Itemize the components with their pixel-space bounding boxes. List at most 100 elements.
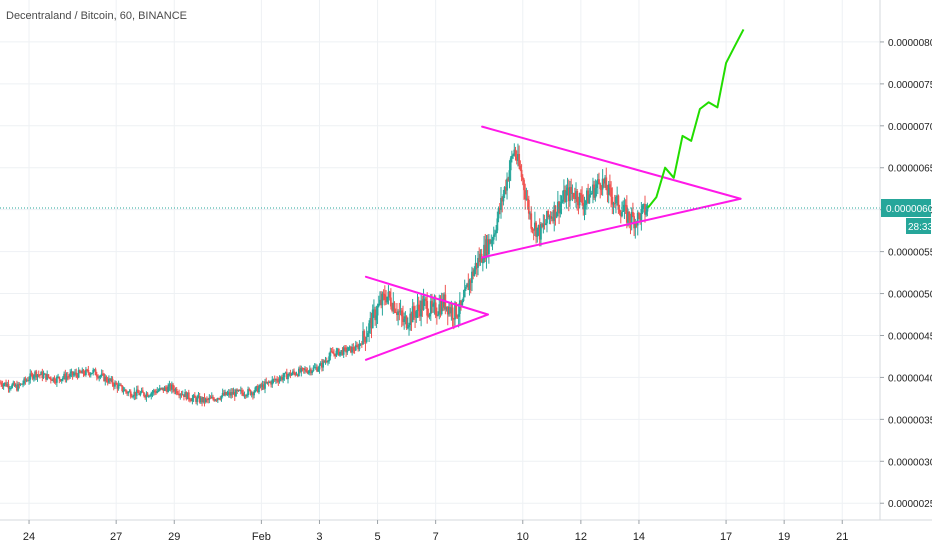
candle-body [521, 177, 524, 180]
candle-body [533, 222, 536, 231]
candle-body [245, 395, 248, 397]
candle-body [438, 304, 441, 315]
candle-body [81, 369, 84, 374]
candle-body [477, 257, 479, 268]
candle-body [288, 372, 291, 376]
price-tag-box [881, 199, 931, 217]
candle-body [376, 306, 379, 316]
candle-body [460, 300, 462, 306]
countdown-box [906, 218, 931, 234]
candle-body [646, 205, 649, 212]
candle-body [320, 363, 323, 368]
candle-body [547, 210, 550, 218]
candle-body [575, 191, 577, 199]
candle-body [64, 373, 67, 380]
price-tick-label: 0.00000550 [888, 248, 932, 259]
price-tick-label: 0.00000350 [888, 415, 932, 426]
candle-body [548, 216, 551, 218]
candle-body [628, 211, 631, 221]
candle-body [163, 387, 166, 391]
candle-body [100, 373, 103, 376]
candle-body [173, 389, 176, 392]
candle-body [175, 389, 178, 394]
candle-body [250, 392, 253, 395]
candle-body [556, 201, 559, 213]
candle-body [135, 389, 138, 396]
candle-body [468, 280, 471, 291]
candle-body [526, 198, 529, 200]
candle-body [222, 392, 225, 396]
candle-body [129, 391, 132, 397]
candle-body [12, 382, 15, 385]
candle-body [448, 306, 450, 315]
candle-body [382, 293, 385, 295]
candle-body [504, 187, 507, 191]
candle-body [334, 353, 337, 357]
candle-body [489, 239, 491, 244]
candle-body [304, 369, 306, 371]
candle-body [97, 376, 99, 379]
candle-body [235, 389, 237, 397]
candle-body [306, 371, 309, 374]
candle-body [550, 216, 553, 219]
candle-body [346, 350, 349, 353]
candle-body [595, 184, 598, 188]
candle-body [151, 392, 154, 394]
candle-body [91, 372, 93, 374]
candle-body [451, 307, 454, 319]
candle-body [39, 374, 41, 376]
candle-body [144, 395, 147, 398]
candle-body [69, 373, 72, 377]
candle-body [57, 376, 59, 378]
candle-body [507, 178, 510, 181]
candle-body [65, 376, 68, 380]
candle-body [635, 221, 638, 226]
candle-body [429, 301, 432, 315]
candle-body [491, 239, 494, 241]
candle-body [131, 396, 133, 398]
candle-body [279, 376, 282, 379]
price-axis[interactable]: 0.00000800 0.00000750 0.00000700 0.00000650… [880, 38, 932, 510]
candle-body [343, 347, 346, 349]
candle-body [105, 376, 108, 382]
candle-body [456, 316, 459, 318]
candle-body [233, 392, 236, 397]
candle-body [26, 380, 29, 382]
candle-body [242, 392, 245, 396]
candle-body [275, 379, 277, 381]
candle-body [586, 190, 588, 201]
projection-line [646, 28, 745, 209]
candle-body [104, 376, 107, 382]
candle-body [293, 371, 295, 373]
candle-body [214, 399, 217, 401]
price-tick-label: 0.00000500 [888, 290, 932, 301]
candle-body [273, 379, 276, 381]
candle-body [284, 372, 287, 374]
candle-body [576, 191, 579, 202]
candle-body [495, 230, 498, 234]
price-tick-label: 0.00000700 [888, 122, 932, 133]
candle-body [463, 289, 466, 298]
candle-body [325, 360, 328, 362]
candle-body [277, 380, 280, 382]
candle-body [529, 213, 531, 215]
candle-body [318, 365, 321, 370]
candle-body [484, 244, 487, 259]
candle-body [587, 190, 590, 204]
candle-body [176, 393, 179, 395]
candle-body [157, 390, 160, 392]
candle-body [406, 327, 409, 329]
candle-body [99, 375, 102, 377]
candle-body [577, 201, 580, 206]
candle-body [229, 392, 231, 396]
candle-body [203, 397, 206, 403]
candle-body [123, 389, 126, 391]
candle-body [339, 351, 341, 356]
candle-body [394, 311, 397, 313]
candle-body [621, 211, 623, 217]
candle-body [613, 203, 616, 205]
time-axis[interactable]: 24 27 29 Feb 3 5 7 10 12 14 17 19 21 [23, 520, 848, 543]
candle-body [212, 396, 214, 399]
candle-body [252, 392, 254, 396]
